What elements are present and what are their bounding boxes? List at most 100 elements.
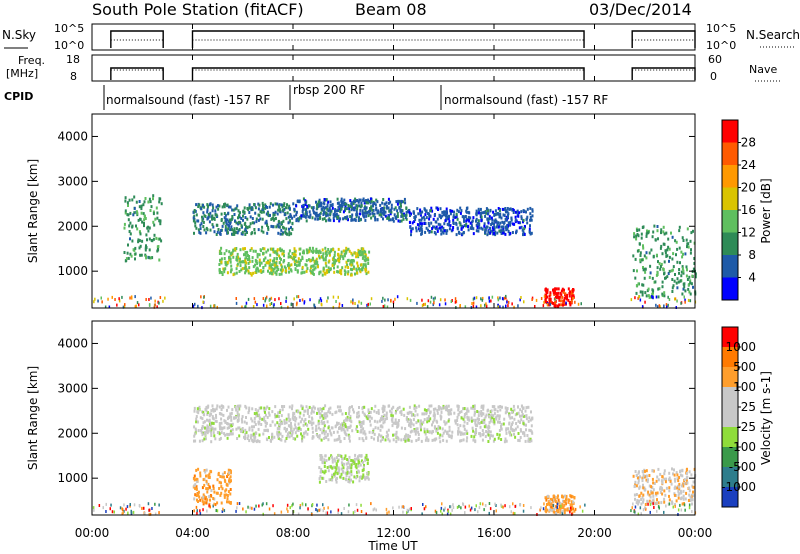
heatmap-cell [444, 506, 446, 510]
heatmap-cell [212, 504, 214, 508]
heatmap-cell [485, 211, 488, 215]
heatmap-cell [557, 498, 560, 502]
heatmap-cell [334, 209, 336, 213]
heatmap-cell [362, 213, 365, 217]
heatmap-cell [324, 469, 327, 473]
heatmap-cell [352, 410, 355, 414]
heatmap-cell [663, 472, 666, 476]
heatmap-cell [551, 506, 554, 510]
heatmap-cell [659, 267, 662, 271]
heatmap-cell [385, 206, 388, 210]
heatmap-cell [333, 261, 336, 265]
heatmap-cell [380, 424, 383, 428]
heatmap-cell [693, 257, 696, 260]
heatmap-cell [457, 231, 460, 235]
heatmap-cell [505, 428, 508, 432]
heatmap-cell [332, 216, 335, 220]
heatmap-cell [540, 506, 542, 510]
heatmap-cell [337, 466, 340, 470]
heatmap-cell [218, 252, 221, 255]
heatmap-cell [197, 228, 200, 232]
heatmap-cell [465, 439, 468, 443]
heatmap-cell [681, 474, 684, 478]
heatmap-cell [645, 478, 648, 482]
heatmap-cell [635, 284, 638, 288]
heatmap-cell [400, 412, 403, 416]
heatmap-cell [227, 227, 230, 231]
heatmap-cell [522, 422, 525, 426]
heatmap-cell [292, 510, 295, 514]
heatmap-cell [638, 228, 641, 232]
heatmap-cell [194, 427, 197, 431]
colorbar-cell [722, 142, 738, 166]
heatmap-cell [337, 253, 340, 257]
heatmap-cell [287, 413, 290, 417]
heatmap-cell [643, 254, 646, 258]
heatmap-cell [409, 419, 412, 423]
heatmap-cell [529, 418, 532, 422]
heatmap-cell [462, 417, 465, 421]
heatmap-cell [162, 299, 164, 303]
heatmap-cell [462, 432, 464, 436]
x-tick-label: 00:00 [678, 526, 713, 540]
heatmap-cell [636, 269, 638, 273]
heatmap-cell [243, 206, 246, 210]
heatmap-cell [258, 253, 261, 257]
heatmap-cell [199, 509, 201, 513]
heatmap-cell [453, 411, 456, 415]
heatmap-cell [278, 261, 281, 265]
heatmap-cell [434, 438, 436, 442]
heatmap-cell [244, 257, 247, 261]
heatmap-cell [92, 506, 95, 510]
heatmap-cell [197, 304, 199, 308]
heatmap-cell [231, 232, 234, 236]
heatmap-cell [229, 257, 232, 261]
heatmap-cell [525, 414, 528, 418]
heatmap-cell [337, 508, 340, 512]
heatmap-cell [426, 430, 429, 434]
heatmap-cell [680, 491, 683, 495]
heatmap-cell [266, 428, 269, 432]
heatmap-cell [218, 487, 221, 490]
heatmap-cell [659, 265, 662, 268]
heatmap-cell [220, 412, 223, 416]
heatmap-cell [333, 212, 336, 216]
colorbar-cell [722, 347, 738, 368]
heatmap-cell [647, 287, 650, 291]
heatmap-cell [507, 221, 510, 225]
heatmap-cell [483, 420, 486, 424]
heatmap-cell [483, 222, 486, 226]
heatmap-cell [435, 427, 438, 431]
heatmap-cell [324, 211, 327, 215]
heatmap-cell [361, 209, 364, 213]
heatmap-cell [326, 433, 329, 437]
heatmap-cell [304, 201, 307, 205]
heatmap-cell [642, 483, 644, 487]
heatmap-cell [399, 410, 402, 414]
heatmap-cell [345, 217, 348, 221]
heatmap-cell [377, 211, 380, 215]
heatmap-cell [202, 203, 204, 207]
heatmap-cell [371, 208, 374, 212]
heatmap-cell [287, 252, 290, 256]
heatmap-cell [645, 234, 648, 238]
heatmap-cell [581, 509, 584, 513]
heatmap-cell [364, 263, 367, 267]
heatmap-cell [224, 262, 227, 266]
heatmap-cell [557, 295, 560, 299]
heatmap-cell [568, 294, 571, 298]
heatmap-cell [478, 421, 481, 425]
heatmap-cell [215, 509, 217, 512]
heatmap-cell [260, 423, 263, 426]
heatmap-cell [640, 498, 643, 501]
heatmap-cell [680, 508, 683, 512]
heatmap-cell [430, 206, 433, 210]
heatmap-cell [561, 287, 564, 291]
colorbar-cell [722, 407, 738, 428]
heatmap-cell [485, 430, 488, 433]
heatmap-cell [212, 487, 215, 491]
heatmap-cell [203, 205, 206, 209]
heatmap-cell [419, 422, 422, 426]
heatmap-cell [686, 227, 689, 231]
heatmap-cell [656, 273, 659, 276]
